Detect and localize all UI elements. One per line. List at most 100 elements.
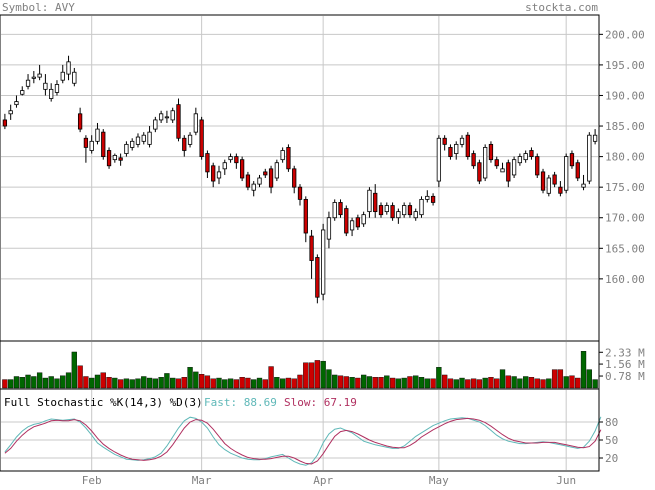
candle-body xyxy=(535,156,540,176)
volume-bar xyxy=(563,376,569,389)
volume-bar xyxy=(89,377,95,389)
volume-bar xyxy=(366,376,373,389)
price-tick-label: 165.00 xyxy=(605,242,645,255)
candle-body xyxy=(112,154,117,161)
candle-body xyxy=(338,202,343,216)
candle-body xyxy=(170,110,175,121)
volume-bar xyxy=(575,377,581,389)
volume-bar xyxy=(262,379,268,389)
volume-bar xyxy=(343,376,349,389)
volume-bar xyxy=(395,378,402,389)
volume-bar xyxy=(233,379,240,389)
volume-bar xyxy=(465,379,471,389)
candle-body xyxy=(494,159,499,167)
candles xyxy=(2,55,598,304)
volume-bar xyxy=(546,378,552,389)
stochastic-tick-label: 50 xyxy=(605,434,618,447)
candle-body xyxy=(257,177,262,185)
candle-body xyxy=(187,134,193,145)
volume-bar xyxy=(42,377,49,389)
volume-bar xyxy=(256,377,263,389)
candle-body xyxy=(25,79,31,87)
candle-body xyxy=(245,174,251,188)
candle-body xyxy=(292,168,297,188)
candle-body xyxy=(488,143,494,161)
candle-body xyxy=(54,84,60,93)
volume-bar xyxy=(2,379,8,389)
symbol-label: Symbol: AVY xyxy=(2,1,75,14)
candle-body xyxy=(465,134,470,158)
candle-body xyxy=(361,214,366,225)
price-tick-label: 185.00 xyxy=(605,120,645,133)
candle-body xyxy=(222,162,227,170)
volume-bar xyxy=(204,375,211,389)
volume-bar xyxy=(499,369,506,389)
candle-body xyxy=(558,186,563,194)
candle-body xyxy=(106,150,112,167)
candle-body xyxy=(581,183,586,188)
candle-body xyxy=(442,137,447,145)
volume-bar xyxy=(175,378,182,389)
volume-bar xyxy=(488,377,494,389)
volume-bar xyxy=(447,378,454,389)
candle-body xyxy=(211,165,216,182)
candle-body xyxy=(66,61,71,75)
candle-body xyxy=(378,205,384,216)
candle-body xyxy=(72,71,77,84)
volume-bar xyxy=(517,378,523,389)
price-tick-label: 160.00 xyxy=(605,273,645,286)
candle-body xyxy=(349,220,355,231)
slow-line xyxy=(4,417,602,465)
volume-bar xyxy=(401,377,407,389)
volume-bars xyxy=(2,351,598,389)
candle-body xyxy=(511,159,517,176)
price-tick-label: 180.00 xyxy=(605,151,645,164)
stochastic-tick-label: 80 xyxy=(605,416,618,429)
price-tick-label: 190.00 xyxy=(605,89,645,102)
candle-body xyxy=(332,202,337,219)
volume-bar xyxy=(8,379,14,389)
candle-body xyxy=(430,195,436,203)
candle-body xyxy=(2,119,8,127)
candle-body xyxy=(355,217,360,228)
candle-body xyxy=(31,76,36,79)
volume-bar xyxy=(551,369,558,389)
candle-body xyxy=(77,113,83,130)
volume-bar xyxy=(112,377,118,389)
candle-body xyxy=(384,205,389,213)
candle-body xyxy=(153,119,158,130)
candle-body xyxy=(60,71,65,81)
candle-body xyxy=(402,205,407,216)
candle-body xyxy=(268,168,274,188)
candle-body xyxy=(459,137,465,145)
stochastic-grid xyxy=(1,390,598,470)
fast-value-label: Fast: 88.69 xyxy=(204,396,277,409)
candle-body xyxy=(436,137,442,182)
candle-body xyxy=(263,171,268,176)
candle-body xyxy=(118,157,123,161)
candle-body xyxy=(390,205,395,219)
volume-bar xyxy=(158,377,164,389)
candle-body xyxy=(448,147,453,158)
candle-body xyxy=(228,156,233,161)
fast-line xyxy=(4,416,602,466)
volume-bar xyxy=(476,379,483,389)
volume-bar xyxy=(326,369,332,389)
volume-bar xyxy=(511,376,517,389)
candle-body xyxy=(280,150,285,161)
month-axis-labels: FebMarAprMayJunJul xyxy=(82,474,576,487)
volume-bar xyxy=(141,376,147,389)
volume-bar xyxy=(384,375,390,389)
candle-body xyxy=(483,147,488,179)
volume-tick-label: 1.56 M xyxy=(605,358,645,371)
volume-bar xyxy=(540,379,546,389)
price-tick-label: 170.00 xyxy=(605,212,645,225)
candle-body xyxy=(315,257,320,298)
volume-bar xyxy=(94,374,101,389)
volume-bar xyxy=(320,360,326,389)
volume-bar xyxy=(494,378,500,389)
price-axis-labels: 160.00 165.00 170.00 175.00 180.00 185.00 190.… xyxy=(599,28,645,286)
volume-bar xyxy=(48,376,54,389)
volume-bar xyxy=(534,378,540,389)
